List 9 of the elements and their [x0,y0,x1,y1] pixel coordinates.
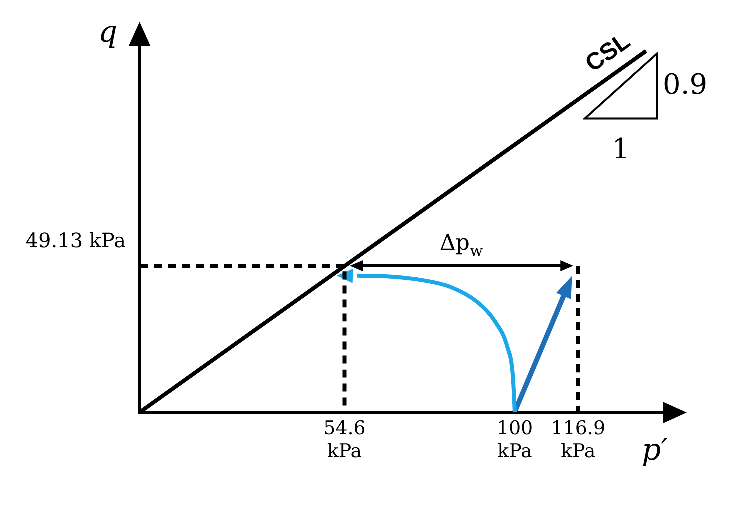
text: CSL [580,28,636,78]
annotation: 1 [612,132,630,166]
x-tick-label: 54.6 kPa [324,418,366,463]
y-axis-title: q [98,14,118,50]
annotation: 0.9 [663,68,708,101]
x-tick-label: 116.9 kPa [551,418,606,463]
x-tick-label: 100 kPa [496,418,534,463]
x-axis-title: p′ [642,433,668,468]
annotation: 49.13 kPa [26,228,126,253]
